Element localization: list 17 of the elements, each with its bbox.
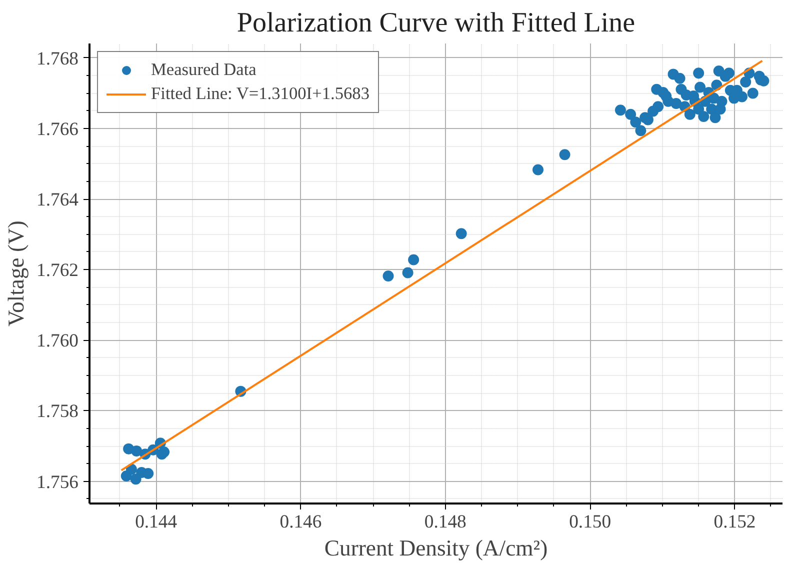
y-tick-label: 1.760	[36, 330, 79, 352]
y-axis-title: Voltage (V)	[4, 220, 29, 326]
x-axis-title: Current Density (A/cm²)	[324, 536, 548, 560]
legend-label: Fitted Line: V=1.3100I+1.5683	[151, 84, 370, 104]
y-tick-label: 1.758	[36, 401, 79, 422]
y-tick-label: 1.764	[36, 190, 80, 211]
legend-label: Measured Data	[151, 60, 256, 80]
y-tick-label: 1.768	[36, 48, 79, 70]
x-tick-label: 0.146	[280, 512, 322, 532]
y-tick-label: 1.766	[36, 119, 79, 140]
y-tick-label: 1.756	[36, 472, 79, 493]
x-tick-label: 0.144	[135, 512, 178, 532]
x-tick-label: 0.150	[569, 512, 612, 532]
y-tick-label: 1.762	[36, 260, 79, 282]
chart-title: Polarization Curve with Fitted Line	[236, 8, 636, 38]
x-tick-label: 0.152	[714, 512, 756, 532]
x-tick-label: 0.148	[424, 512, 466, 532]
